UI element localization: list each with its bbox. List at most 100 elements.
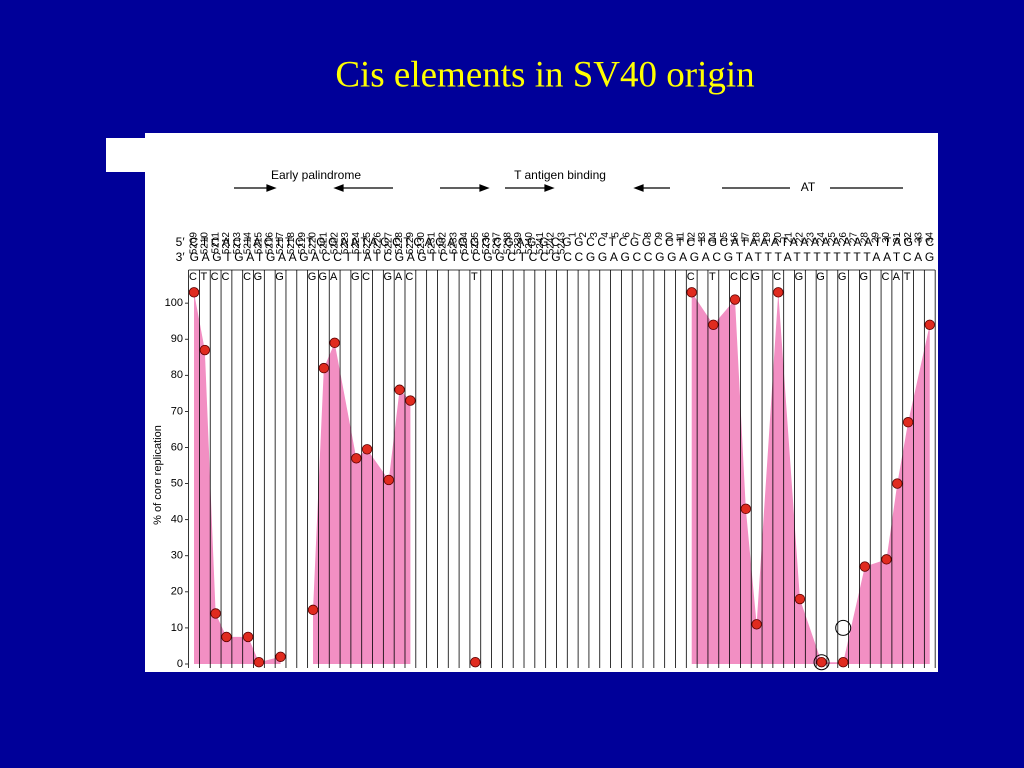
x-tick-label: 5210 (199, 232, 210, 255)
x-tick-label: 5217 (275, 232, 286, 255)
x-tick-label: 5213 (232, 232, 243, 255)
mutation-label: C (243, 271, 251, 283)
x-tick-label: 5209 (189, 232, 200, 255)
x-tick-label: 5239 (513, 232, 524, 255)
mutation-label: C (741, 271, 749, 283)
figure-panel (145, 133, 938, 672)
x-tick-label: 5236 (481, 232, 492, 255)
x-tick-label: 23 (805, 232, 816, 244)
y-tick-label: 10 (171, 622, 183, 634)
y-tick-label: 30 (171, 550, 183, 562)
data-point (318, 362, 330, 374)
x-tick-label: 14 (708, 232, 719, 244)
x-tick-label: 1 (567, 232, 578, 238)
x-tick-label: 15 (719, 232, 730, 244)
mutation-label: C (773, 271, 781, 283)
x-tick-label: 5215 (254, 232, 265, 255)
x-tick-label: 5241 (535, 232, 546, 255)
mutation-label: C (882, 271, 890, 283)
x-tick-label: 5 (611, 232, 622, 238)
y-tick-label: 0 (177, 658, 183, 670)
strand-label: 3′ (176, 250, 186, 264)
mutation-label: G (860, 271, 869, 283)
figure-tab (106, 138, 146, 172)
x-tick-label: 13 (697, 232, 708, 244)
data-point (751, 619, 762, 630)
x-tick-label: 5238 (502, 232, 513, 255)
x-tick-label: 32 (903, 232, 914, 244)
data-point (351, 453, 362, 464)
mutation-label: C (221, 271, 229, 283)
data-point (924, 319, 935, 330)
strand-sequence: CTCACTACTTCTGGAATAGCTCAGAGGCCGAGGCGGCCTC… (190, 235, 935, 249)
open-circle (813, 654, 830, 671)
mutation-label: G (383, 271, 392, 283)
data-point (361, 444, 373, 455)
data-point (210, 608, 221, 619)
mutation-label: G (319, 271, 328, 283)
x-tick-label: 5237 (492, 232, 503, 255)
y-axis-label: % of core replication (152, 425, 164, 525)
x-tick-label: 25 (827, 232, 838, 244)
x-tick-label: 5212 (221, 232, 232, 255)
mutation-label: T (709, 271, 716, 283)
y-tick-label: 100 (165, 297, 183, 309)
mutation-label: G (795, 271, 804, 283)
data-point (740, 503, 752, 515)
slide-title: Cis elements in SV40 origin (335, 54, 754, 95)
x-tick-label: 22 (795, 232, 806, 244)
x-tick-label: 10 (665, 232, 676, 244)
data-point (902, 417, 914, 428)
x-tick-label: 5243 (557, 232, 568, 255)
x-tick-label: 9 (654, 232, 665, 238)
x-tick-label: 5226 (373, 232, 384, 255)
data-point (275, 651, 286, 662)
mutation-label: C (405, 271, 413, 283)
area (194, 292, 281, 664)
data-point (470, 656, 481, 668)
mutation-label: G (351, 271, 360, 283)
x-tick-label: 5235 (470, 232, 481, 255)
data-point (859, 561, 871, 572)
mutation-label: G (751, 271, 760, 283)
x-tick-label: 26 (838, 232, 849, 244)
mutation-label: A (330, 271, 338, 283)
x-tick-label: 27 (849, 232, 860, 244)
x-tick-label: 33 (914, 232, 925, 244)
y-tick-label: 60 (171, 441, 183, 453)
data-point (394, 384, 405, 395)
x-tick-label: 12 (686, 232, 697, 244)
x-tick-label: 30 (881, 232, 892, 244)
x-tick-label: 24 (816, 232, 827, 244)
x-tick-label: 5229 (405, 232, 416, 255)
x-tick-label: 2 (578, 232, 589, 238)
x-tick-label: 5230 (416, 232, 427, 255)
x-tick-label: 5233 (448, 232, 459, 255)
x-tick-label: 5216 (264, 232, 275, 255)
x-tick-label: 31 (892, 232, 903, 244)
data-point (838, 656, 849, 668)
annotation: Early palindrome (271, 168, 361, 182)
data-point (253, 656, 265, 668)
x-tick-label: 5227 (383, 232, 394, 255)
x-tick-label: 5221 (318, 232, 329, 255)
mutation-label: C (730, 271, 738, 283)
data-point (405, 395, 416, 406)
x-tick-label: 21 (784, 232, 795, 244)
data-point (892, 478, 903, 489)
data-point (773, 287, 784, 298)
x-tick-label: 28 (859, 232, 870, 244)
mutation-label: T (904, 271, 911, 283)
open-circle (835, 619, 852, 636)
y-tick-label: 20 (171, 586, 183, 598)
x-tick-label: 29 (870, 232, 881, 244)
x-tick-label: 5224 (351, 232, 362, 255)
data-point (881, 554, 892, 565)
x-tick-label: 5222 (329, 232, 340, 255)
x-tick-label: 5223 (340, 232, 351, 255)
y-tick-label: 50 (171, 477, 183, 489)
x-tick-label: 5218 (286, 232, 297, 255)
mutation-label: G (816, 271, 825, 283)
